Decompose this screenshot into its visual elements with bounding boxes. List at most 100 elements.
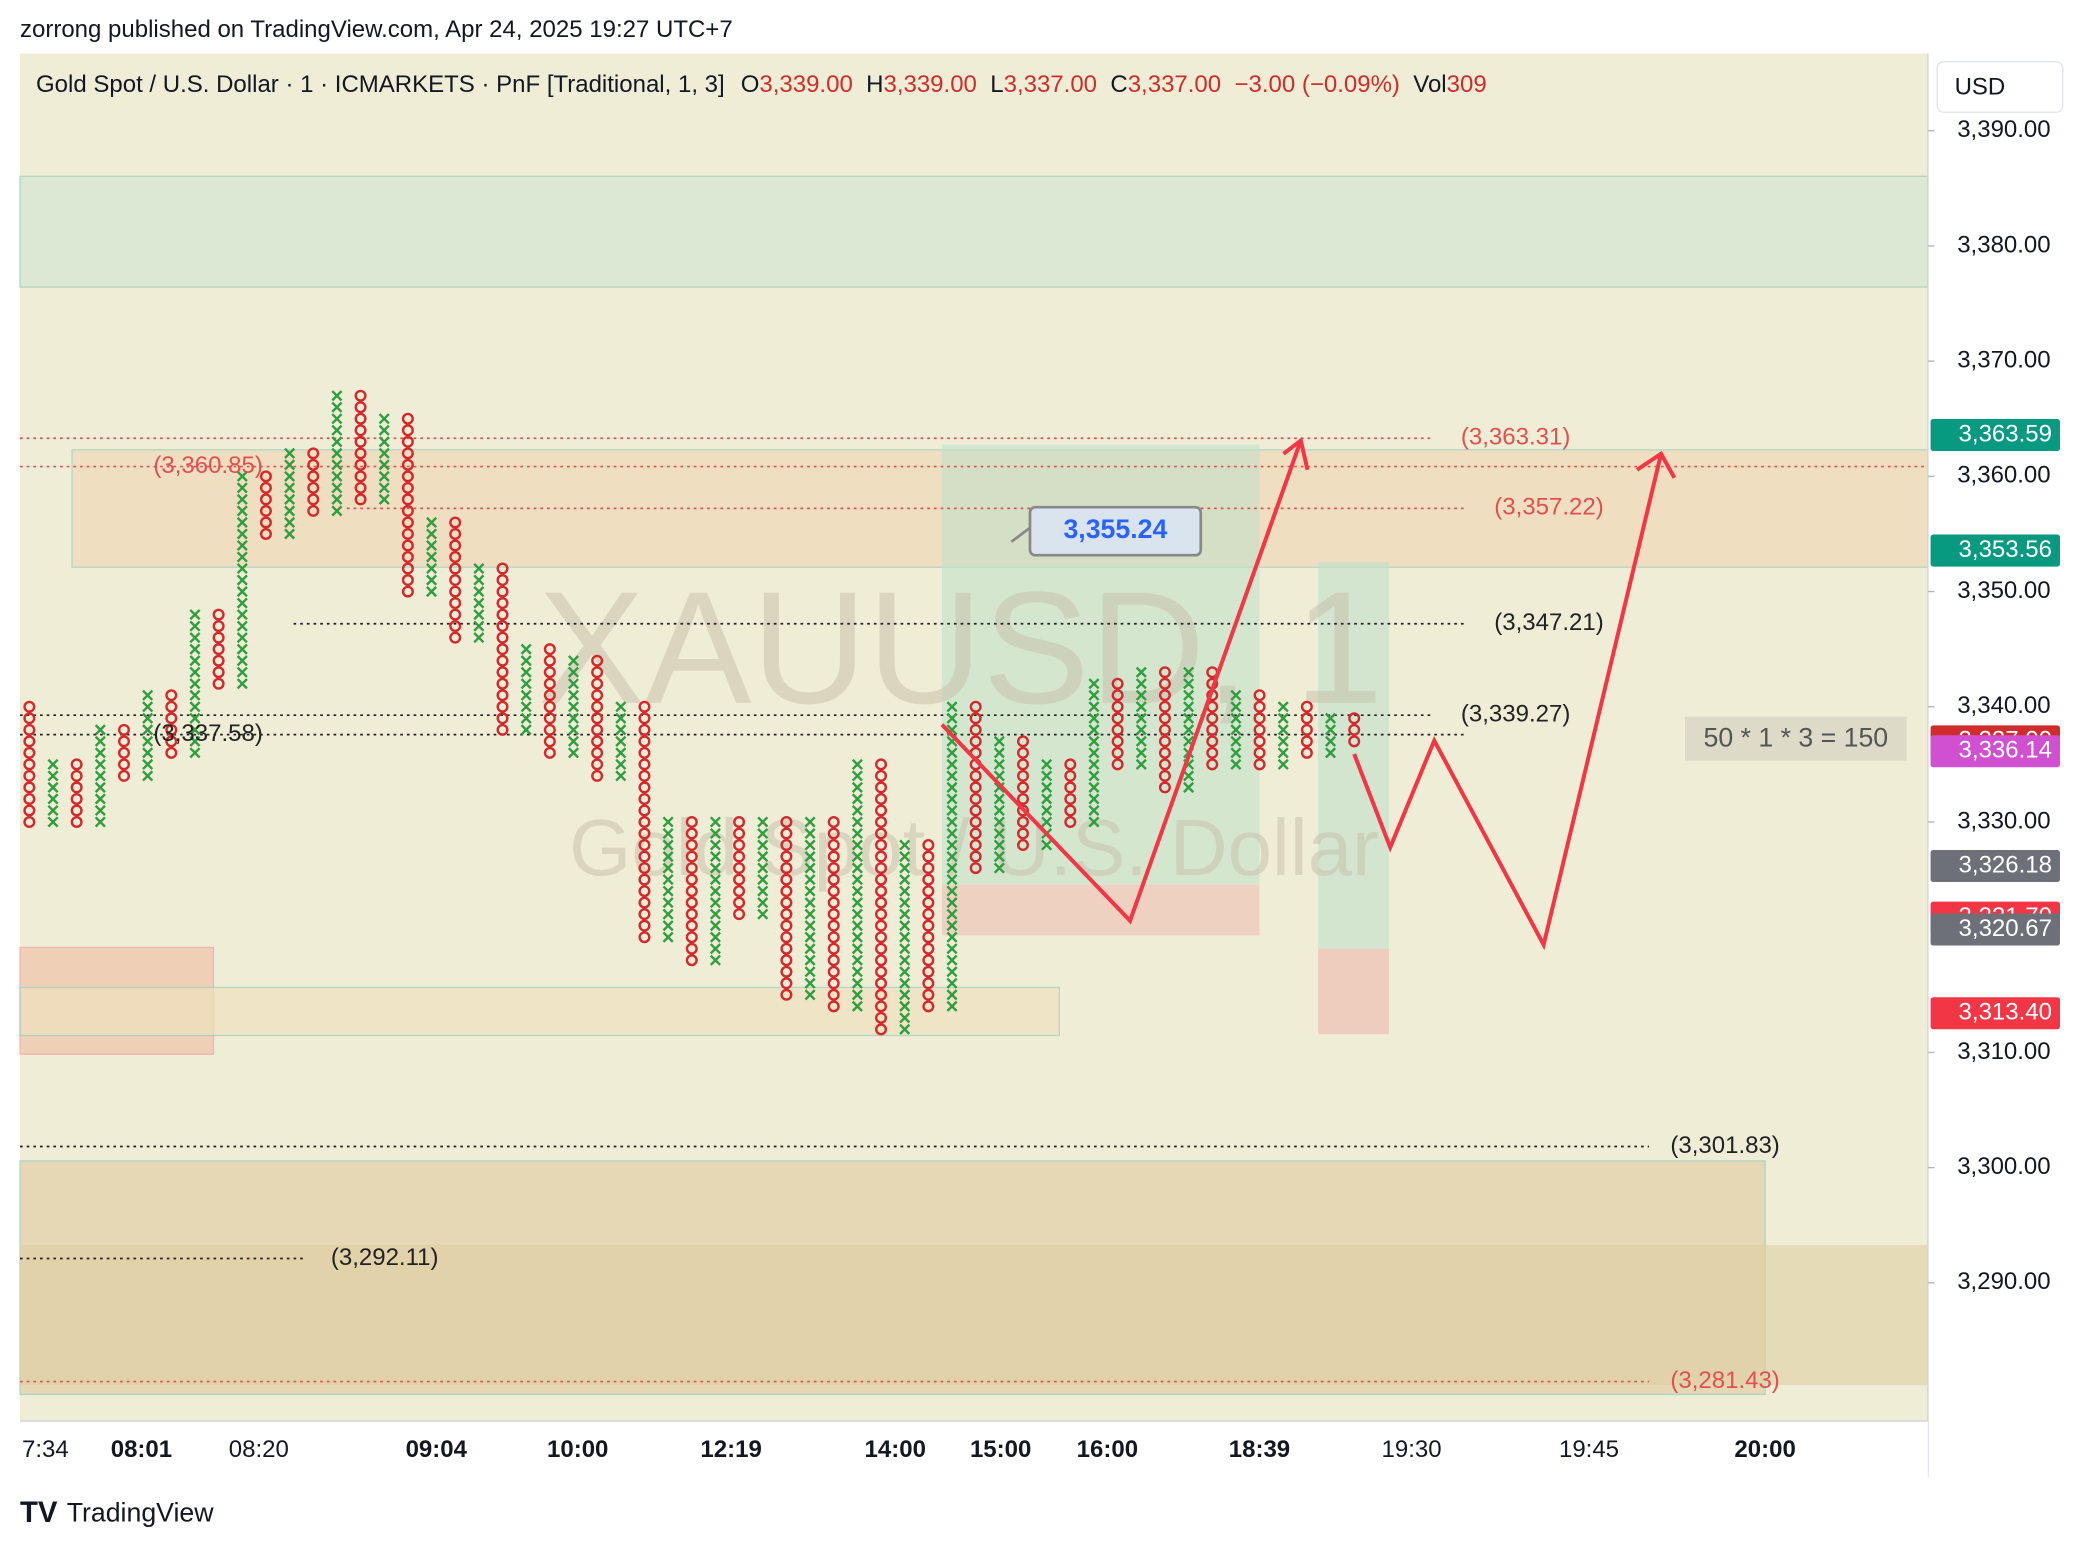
x-box (567, 747, 580, 759)
x-box (757, 839, 769, 851)
x-box (142, 770, 154, 782)
x-box (1088, 678, 1100, 690)
o-box (922, 988, 935, 1001)
x-column (662, 816, 674, 943)
o-box (23, 746, 36, 759)
x-box (189, 620, 201, 632)
o-box (969, 850, 982, 863)
x-box (142, 701, 154, 713)
price-badge (1930, 997, 2060, 1030)
x-box (662, 908, 674, 920)
x-box (1135, 689, 1147, 701)
currency-button[interactable] (1936, 60, 2064, 113)
x-box (804, 839, 816, 851)
y-tick-label: 3,370.00 (1957, 346, 2050, 373)
x-box (993, 793, 1005, 805)
x-box (94, 747, 106, 759)
legend-key: H (866, 71, 883, 98)
x-box (236, 551, 248, 563)
x-box (426, 563, 438, 575)
o-box (496, 620, 509, 633)
o-box (969, 723, 982, 736)
x-box (284, 459, 296, 471)
x-box (851, 862, 863, 874)
x-box (1088, 689, 1100, 701)
o-box (70, 769, 83, 782)
x-tick-label: 19:30 (1382, 1436, 1442, 1463)
o-column (354, 389, 367, 506)
currency[interactable]: USD (1955, 74, 2006, 101)
callout-label: 3,355.24 (1063, 514, 1167, 544)
o-box (496, 562, 509, 575)
projection (940, 439, 1303, 925)
x-box (284, 447, 296, 459)
o-box (449, 551, 462, 564)
zone (20, 1244, 1928, 1386)
x-box (331, 424, 343, 436)
x-column (189, 609, 201, 759)
x-box (236, 516, 248, 528)
o-box (70, 792, 83, 805)
price-badge-label: 3,326.18 (1959, 851, 2052, 878)
x-box (946, 701, 958, 713)
o-box (354, 435, 367, 448)
x-box (709, 874, 721, 886)
o-box (685, 954, 698, 967)
o-box (496, 574, 509, 587)
x-column (94, 724, 106, 828)
o-box (401, 470, 414, 483)
arrow-head (1282, 436, 1310, 471)
o-box (875, 839, 888, 852)
o-box (969, 862, 982, 875)
legend-value: 3,339.00 (883, 71, 976, 98)
o-box (969, 781, 982, 794)
plot (20, 389, 1928, 1383)
x-box (236, 563, 248, 575)
o-box (827, 896, 840, 909)
x-box (94, 724, 106, 736)
o-box (685, 908, 698, 921)
o-box (922, 873, 935, 886)
o-box (638, 769, 651, 782)
x-box (899, 977, 911, 989)
legend-key: C (1110, 71, 1127, 98)
x-box (426, 574, 438, 586)
x-box (567, 724, 580, 736)
price-badge (1930, 735, 2060, 768)
o-box (165, 723, 178, 736)
x-box (473, 632, 485, 644)
x-box (899, 954, 911, 966)
x-box (709, 816, 721, 828)
o-box (259, 527, 272, 540)
x-column (473, 563, 485, 644)
o-box (307, 481, 320, 494)
o-box (685, 850, 698, 863)
x-box (1277, 747, 1289, 759)
x-box (757, 827, 769, 840)
x-box (142, 724, 154, 736)
o-box (117, 769, 130, 782)
x-column (615, 701, 627, 782)
o-box (496, 712, 509, 725)
arrow-head (1635, 450, 1677, 479)
o-box (875, 758, 888, 771)
o-box (875, 781, 888, 794)
x-box (331, 413, 343, 425)
x-box (189, 655, 201, 667)
x-box (94, 781, 106, 793)
x-box (946, 862, 958, 874)
x-box (1230, 689, 1242, 701)
o-box (1064, 758, 1077, 771)
y-tick-label: 3,340.00 (1957, 692, 2050, 719)
x-box (1088, 747, 1100, 759)
o-box (875, 792, 888, 805)
level-label: (3,301.83) (1670, 1132, 1779, 1159)
o-box (401, 516, 414, 529)
o-box (1111, 700, 1124, 713)
o-box (827, 954, 840, 967)
x-box (662, 851, 674, 863)
o-box (543, 746, 556, 759)
o-box (875, 885, 888, 898)
o-box (259, 504, 272, 517)
